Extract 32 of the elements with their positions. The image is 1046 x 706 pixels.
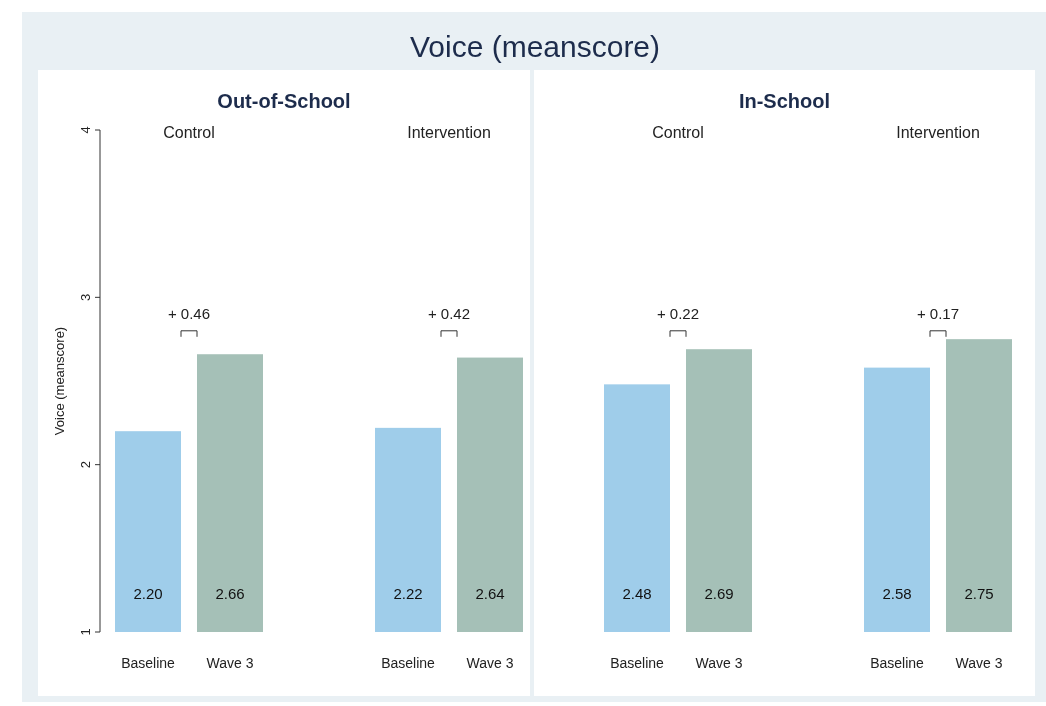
y-tick-label: 1 (78, 628, 93, 636)
x-tick-label: Baseline (610, 655, 665, 671)
x-tick-label: Baseline (870, 655, 925, 671)
data-label: 2.66 (215, 585, 245, 602)
annotation: Intervention (896, 124, 980, 141)
data-label: 2.58 (882, 585, 912, 602)
y-tick-label: 2 (78, 461, 93, 469)
annotation: + 0.17 (916, 304, 960, 322)
annotation: Control (163, 124, 215, 141)
x-tick-label: Baseline (121, 655, 176, 671)
y-tick-label: 4 (78, 126, 93, 134)
data-label: 2.22 (393, 585, 423, 602)
data-label: 2.48 (622, 585, 652, 602)
chart-subtitle: Out-of-School (217, 90, 351, 112)
x-tick-label: Wave 3 (206, 655, 254, 671)
x-tick-label: Wave 3 (466, 655, 514, 671)
data-label: 2.20 (133, 585, 163, 602)
x-tick-label: Baseline (381, 655, 436, 671)
x-tick-label: Wave 3 (955, 655, 1003, 671)
annotation: + 0.42 (427, 304, 471, 322)
annotation: Intervention (407, 124, 491, 141)
data-label: 2.69 (704, 585, 734, 602)
annotation: Control (652, 124, 704, 141)
data-label: 2.64 (475, 585, 505, 602)
data-label: 2.75 (964, 585, 994, 602)
chart-title: Voice (meanscore) (409, 30, 661, 63)
chart-title: In-School (738, 90, 831, 112)
annotation: + 0.46 (167, 304, 211, 322)
y-tick-label: 3 (78, 293, 93, 301)
x-tick-label: Wave 3 (695, 655, 743, 671)
annotation: + 0.22 (656, 304, 700, 322)
y-axis-title: Voice (meanscore) (52, 326, 67, 436)
